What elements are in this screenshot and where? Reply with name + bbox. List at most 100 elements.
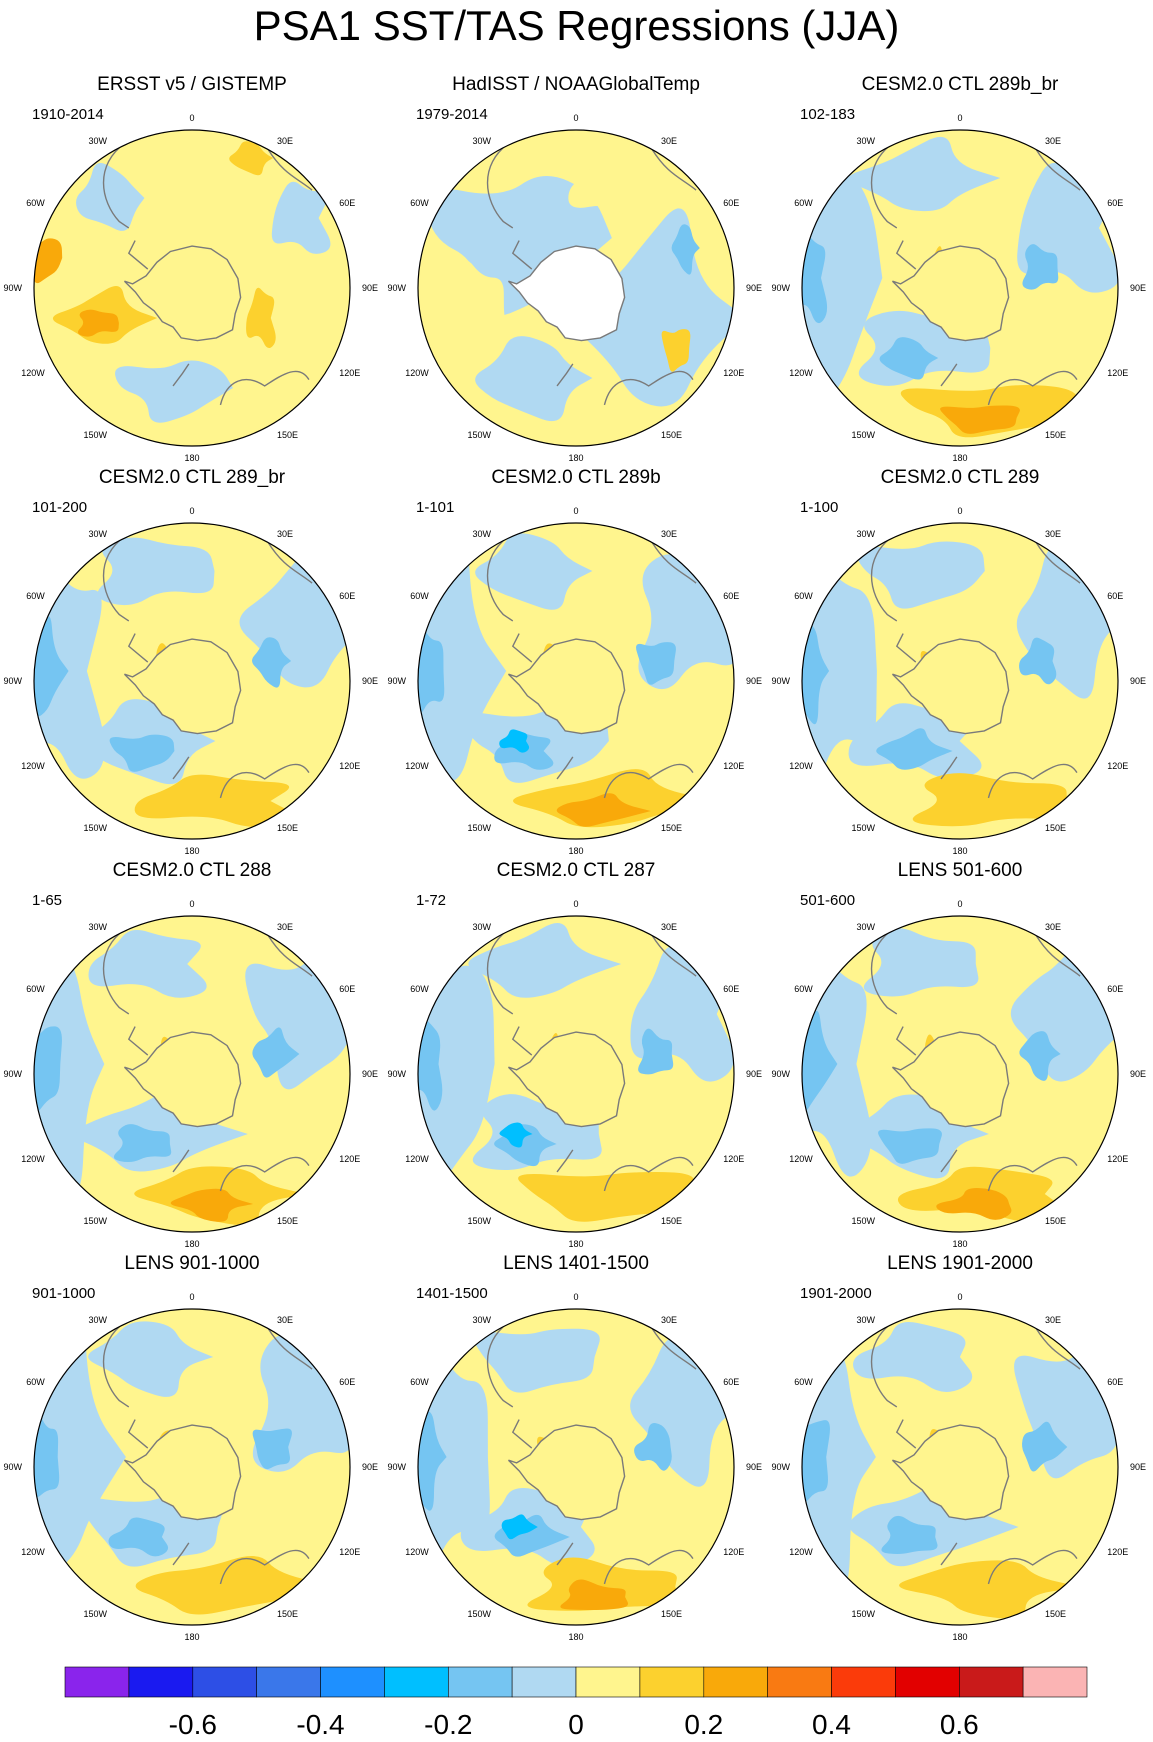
coastline bbox=[940, 756, 958, 780]
longitude-label: 30E bbox=[277, 922, 293, 932]
longitude-label: 150E bbox=[277, 430, 298, 440]
longitude-label: 60W bbox=[794, 198, 813, 208]
anomaly-contour bbox=[527, 1557, 682, 1611]
anomaly-contour bbox=[802, 623, 830, 725]
coastline bbox=[267, 148, 313, 191]
longitude-label: 180 bbox=[568, 846, 583, 856]
polar-map: 0 30E 60E 90E 120E 150E 180 150W 120W 90W 60W 30W bbox=[387, 1292, 762, 1642]
longitude-label: 120E bbox=[1107, 1154, 1128, 1164]
longitude-label: 30E bbox=[277, 529, 293, 539]
panel-period: 101-200 bbox=[32, 499, 88, 516]
longitude-label: 60E bbox=[723, 1377, 739, 1387]
anomaly-contour bbox=[88, 930, 207, 998]
longitude-label: 150W bbox=[83, 430, 107, 440]
antarctica-coastline bbox=[124, 1424, 242, 1521]
panel-title: HadISST / NOAAGlobalTemp bbox=[452, 74, 700, 95]
longitude-label: 30E bbox=[661, 136, 677, 146]
longitude-label: 60W bbox=[794, 591, 813, 601]
colorbar-cell bbox=[384, 1666, 449, 1698]
map-border bbox=[417, 915, 735, 1233]
colorbar-tick-label: 0.4 bbox=[812, 1709, 851, 1740]
anomaly-contour bbox=[475, 533, 593, 610]
anomaly-contour bbox=[418, 1411, 447, 1511]
longitude-label: 150W bbox=[851, 1216, 875, 1226]
longitude-label: 90W bbox=[771, 676, 790, 686]
anomaly-contour bbox=[170, 1188, 254, 1222]
colorbar-tick-label: 0 bbox=[568, 1709, 584, 1740]
longitude-label: 90W bbox=[771, 1462, 790, 1472]
longitude-label: 120E bbox=[723, 761, 744, 771]
anomaly-contour bbox=[426, 176, 612, 317]
longitude-label: 180 bbox=[952, 846, 967, 856]
longitude-label: 150W bbox=[467, 1216, 491, 1226]
coastline bbox=[940, 363, 958, 387]
antarctica-coastline bbox=[124, 638, 242, 735]
coastline bbox=[870, 535, 898, 622]
longitude-label: 0 bbox=[189, 113, 194, 123]
longitude-label: 30E bbox=[661, 1315, 677, 1325]
longitude-label: 30W bbox=[472, 136, 491, 146]
anomaly-contour bbox=[940, 405, 1020, 434]
panel-title: CESM2.0 CTL 288 bbox=[112, 860, 272, 881]
coastline bbox=[486, 1321, 514, 1408]
anomaly-contour bbox=[115, 360, 233, 423]
coastline bbox=[895, 1419, 917, 1449]
coastline bbox=[603, 763, 694, 799]
anomaly-contour bbox=[418, 623, 445, 715]
colorbar-cell bbox=[511, 1666, 577, 1698]
coastline bbox=[127, 1026, 149, 1056]
longitude-label: 60E bbox=[339, 591, 355, 601]
longitude-label: 30W bbox=[88, 922, 107, 932]
polar-map: 0 30E 60E 90E 120E 150E 180 150W 120W 90W 60W 30W bbox=[771, 1292, 1146, 1642]
longitude-label: 90E bbox=[1130, 283, 1146, 293]
map-border bbox=[33, 1308, 351, 1626]
longitude-label: 150W bbox=[467, 430, 491, 440]
anomaly-contour bbox=[560, 1579, 629, 1611]
map-border bbox=[801, 915, 1119, 1233]
anomaly-contour bbox=[499, 729, 530, 753]
map-panel: LENS 1401-1500 1401-1500 0 30E 60E 90E 120E 150… bbox=[384, 1249, 768, 1644]
antarctica-coastline bbox=[124, 1031, 242, 1128]
longitude-label: 90E bbox=[362, 1069, 378, 1079]
longitude-label: 60E bbox=[1107, 1377, 1123, 1387]
sst-field bbox=[802, 130, 1118, 446]
longitude-label: 60E bbox=[723, 591, 739, 601]
coastline bbox=[895, 240, 917, 270]
coastline bbox=[172, 363, 190, 387]
longitude-label: 90W bbox=[3, 1069, 22, 1079]
anomaly-contour bbox=[802, 232, 828, 324]
map-border bbox=[801, 129, 1119, 447]
figure-title: PSA1 SST/TAS Regressions (JJA) bbox=[253, 2, 900, 49]
longitude-label: 120W bbox=[21, 368, 45, 378]
longitude-label: 30W bbox=[856, 136, 875, 146]
anomaly-contour bbox=[638, 1028, 674, 1075]
longitude-label: 180 bbox=[568, 453, 583, 463]
panel-title: CESM2.0 CTL 287 bbox=[496, 860, 656, 881]
sst-field bbox=[418, 130, 734, 446]
anomaly-contour bbox=[568, 157, 658, 219]
polar-map: 0 30E 60E 90E 120E 150E 180 150W 120W 90W 60W 30W bbox=[387, 113, 762, 463]
panel-period: 1-101 bbox=[416, 499, 455, 516]
anomaly-contour bbox=[229, 141, 274, 176]
coastline bbox=[940, 1149, 958, 1173]
anomaly-contour bbox=[76, 163, 145, 231]
coastline bbox=[267, 1327, 313, 1370]
anomaly-contour bbox=[135, 1556, 343, 1615]
coastline bbox=[651, 541, 697, 584]
coastline bbox=[511, 1026, 533, 1056]
longitude-label: 0 bbox=[573, 506, 578, 516]
coastline bbox=[895, 1026, 917, 1056]
coastline bbox=[486, 142, 514, 229]
colorbar-cell bbox=[831, 1666, 896, 1698]
map-border bbox=[33, 915, 351, 1233]
longitude-label: 60W bbox=[794, 1377, 813, 1387]
longitude-label: 30W bbox=[856, 922, 875, 932]
longitude-label: 30E bbox=[277, 136, 293, 146]
longitude-label: 0 bbox=[189, 506, 194, 516]
map-panel: HadISST / NOAAGlobalTemp 1979-2014 0 30E 60E… bbox=[384, 70, 768, 465]
panel-title: LENS 1401-1500 bbox=[503, 1253, 649, 1274]
coastline bbox=[172, 756, 190, 780]
anomaly-contour bbox=[881, 1515, 938, 1555]
anomaly-contour bbox=[88, 1321, 214, 1397]
panel-period: 501-600 bbox=[800, 892, 856, 909]
